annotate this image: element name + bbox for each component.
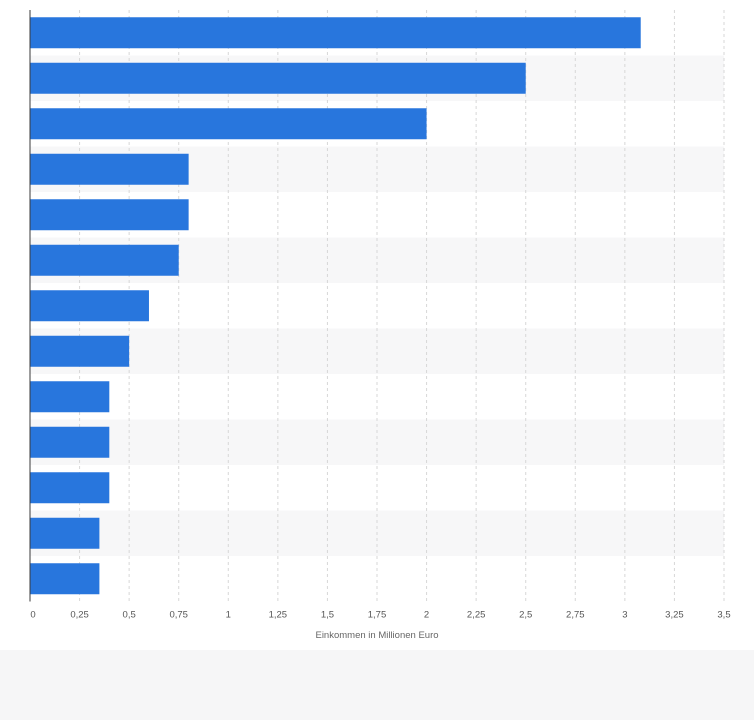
x-tick-label: 1,5 bbox=[321, 610, 334, 621]
bars bbox=[30, 17, 641, 595]
x-tick-label: 0 bbox=[30, 610, 35, 621]
x-tick-label: 1,25 bbox=[269, 610, 288, 621]
x-tick-label: 2,5 bbox=[519, 610, 532, 621]
bar[interactable] bbox=[30, 517, 100, 549]
bar-chart: 0 0,25 0,5 0,75 1 1,25 1,5 1,75 2 2,25 2,5 2,75 3 3,2… bbox=[29, 10, 731, 641]
bar[interactable] bbox=[30, 108, 427, 140]
x-tick-label: 2,75 bbox=[566, 610, 585, 621]
bar[interactable] bbox=[30, 199, 189, 231]
bar[interactable] bbox=[30, 563, 100, 595]
x-tick-label: 2 bbox=[424, 610, 429, 621]
x-tick-label: 1,75 bbox=[368, 610, 387, 621]
bar[interactable] bbox=[30, 426, 110, 458]
x-tick-label: 2,25 bbox=[467, 610, 486, 621]
bar[interactable] bbox=[30, 335, 130, 367]
bar[interactable] bbox=[30, 17, 641, 49]
bar[interactable] bbox=[30, 62, 526, 94]
x-tick-label: 1 bbox=[226, 610, 231, 621]
bar[interactable] bbox=[30, 244, 179, 276]
bar[interactable] bbox=[30, 153, 189, 185]
x-tick-label: 3,5 bbox=[717, 610, 730, 621]
bar[interactable] bbox=[30, 472, 110, 504]
footer-band bbox=[0, 650, 754, 720]
x-axis-label: Einkommen in Millionen Euro bbox=[315, 630, 438, 641]
x-tick-label: 3,25 bbox=[665, 610, 684, 621]
bar[interactable] bbox=[30, 381, 110, 413]
x-tick-label: 0,25 bbox=[70, 610, 89, 621]
x-tick-labels: 0 0,25 0,5 0,75 1 1,25 1,5 1,75 2 2,25 2,5 2,75 3 3,2… bbox=[30, 610, 730, 621]
bar[interactable] bbox=[30, 290, 149, 322]
x-tick-label: 0,5 bbox=[123, 610, 136, 621]
x-tick-label: 0,75 bbox=[169, 610, 188, 621]
x-tick-label: 3 bbox=[622, 610, 627, 621]
